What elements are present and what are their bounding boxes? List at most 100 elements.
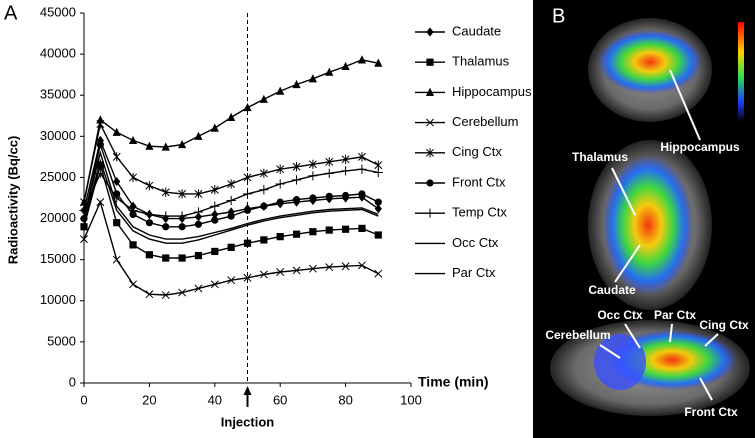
marker	[210, 280, 219, 289]
region-label: Cerebellum	[545, 328, 610, 342]
marker	[358, 190, 366, 198]
x-tick-label: 40	[208, 392, 222, 407]
marker	[178, 223, 186, 231]
marker	[426, 27, 434, 37]
marker	[96, 119, 105, 129]
legend-label: Cing Ctx	[452, 144, 502, 159]
marker	[243, 239, 252, 247]
marker	[341, 262, 350, 271]
marker	[210, 201, 220, 211]
marker	[194, 284, 203, 293]
marker	[96, 198, 105, 207]
marker	[178, 288, 187, 297]
marker	[260, 236, 268, 244]
marker	[193, 207, 204, 217]
marker	[194, 189, 203, 199]
region-label: Thalamus	[572, 150, 628, 164]
marker	[112, 152, 121, 162]
legend-item: Caudate	[415, 23, 501, 38]
marker	[227, 179, 236, 189]
marker	[374, 204, 382, 214]
y-tick-label: 15000	[40, 251, 76, 266]
marker	[325, 192, 333, 200]
marker	[275, 179, 285, 189]
marker	[341, 166, 351, 176]
marker	[145, 181, 154, 191]
marker	[177, 211, 187, 221]
pet-axial	[603, 155, 693, 295]
marker	[113, 219, 121, 227]
marker	[162, 223, 170, 231]
marker	[308, 159, 317, 169]
marker	[227, 212, 235, 220]
marker	[425, 208, 435, 218]
injection-label: Injection	[221, 414, 275, 429]
x-tick-label: 20	[142, 392, 156, 407]
marker	[227, 276, 236, 285]
y-tick-label: 5000	[47, 333, 76, 348]
legend-item: Occ Ctx	[415, 235, 499, 250]
legend-label: Temp Ctx	[452, 205, 507, 220]
marker	[194, 131, 203, 140]
pet-cerebellum	[594, 334, 646, 390]
marker	[178, 189, 187, 199]
marker	[276, 268, 285, 276]
marker	[373, 167, 383, 178]
marker	[243, 273, 252, 282]
marker	[357, 164, 367, 174]
marker	[325, 67, 334, 76]
marker	[291, 175, 302, 185]
panel-label: A	[4, 2, 18, 24]
marker	[80, 235, 88, 244]
marker	[194, 212, 203, 222]
legend-label: Cerebellum	[452, 114, 518, 129]
marker	[358, 224, 366, 233]
marker	[144, 209, 154, 220]
legend-label: Caudate	[452, 23, 501, 38]
injection-arrowhead	[243, 386, 252, 395]
region-label: Front Ctx	[684, 405, 738, 419]
marker	[243, 172, 252, 183]
marker	[325, 263, 334, 272]
legend-item: Temp Ctx	[415, 205, 507, 220]
marker	[194, 220, 203, 228]
marker	[178, 139, 187, 149]
pointer-lines	[599, 69, 719, 401]
y-tick-label: 30000	[40, 128, 76, 143]
legend-label: Thalamus	[452, 54, 510, 69]
y-tick-label: 20000	[40, 210, 76, 225]
y-tick-label: 45000	[40, 4, 76, 19]
x-tick-label: 60	[273, 392, 287, 407]
marker	[259, 94, 268, 103]
marker	[325, 157, 334, 167]
region-label: Hippocampus	[660, 140, 740, 154]
pet-coronal	[598, 30, 702, 94]
marker	[112, 127, 121, 136]
marker	[357, 55, 367, 64]
legend-item: Front Ctx	[415, 174, 506, 189]
marker	[292, 79, 301, 89]
marker	[113, 176, 121, 187]
y-tick-label: 35000	[40, 87, 76, 102]
x-tick-label: 80	[338, 392, 352, 407]
marker	[259, 168, 268, 178]
legend-item: Thalamus	[415, 54, 510, 69]
x-tick-label: 100	[400, 392, 422, 407]
marker	[145, 141, 154, 150]
marker	[210, 123, 219, 132]
marker	[243, 206, 252, 214]
marker	[374, 198, 382, 206]
marker	[145, 219, 153, 227]
marker	[211, 209, 219, 220]
y-tick-label: 25000	[40, 169, 76, 184]
marker	[292, 162, 301, 172]
marker	[276, 198, 284, 206]
marker	[426, 118, 434, 127]
y-axis-label: Radioactivity (Bq/cc)	[5, 136, 20, 265]
x-tick-label: 0	[80, 392, 87, 407]
legend-item: Cing Ctx	[415, 144, 502, 159]
marker	[161, 142, 170, 151]
marker	[276, 86, 285, 95]
